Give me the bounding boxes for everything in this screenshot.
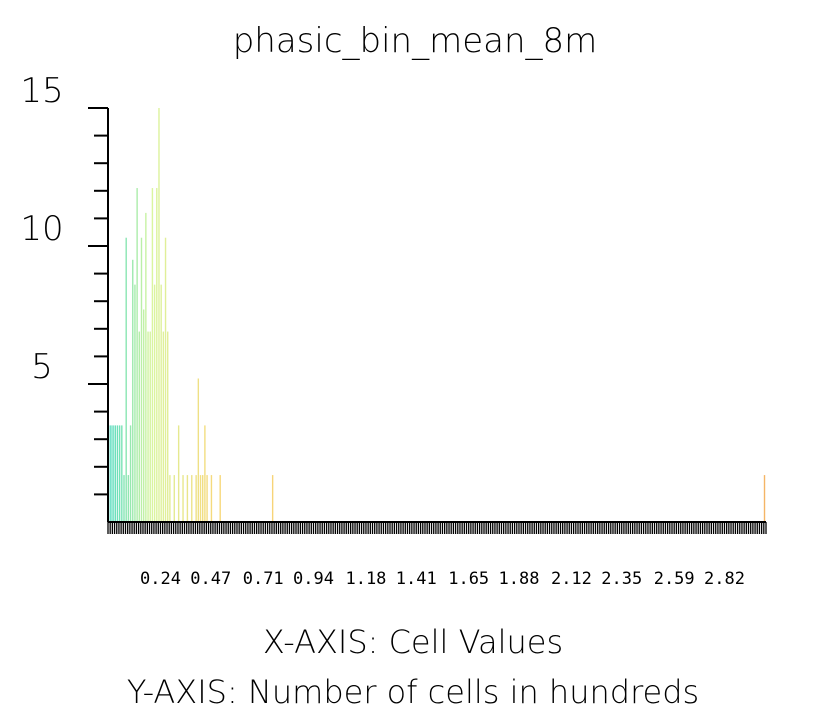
histogram-bar [129,425,132,522]
histogram-bar [164,237,167,522]
histogram-bar [763,475,766,522]
histogram-bar [114,425,116,522]
histogram-bar [182,475,184,522]
histogram-bar [118,425,121,522]
histogram-bar [219,475,221,522]
x-tick-label: 2.82 [704,569,745,589]
histogram-bar [167,331,169,522]
histogram-bar [160,284,162,522]
histogram-bar [158,108,160,522]
x-axis-caption: X-AXIS: Cell Values [263,623,563,661]
histogram-bar [127,475,130,522]
histogram-bar [186,475,189,522]
y-tick-label: 10 [20,209,63,249]
x-tick-label: 1.18 [345,569,386,589]
histogram-bar [153,284,156,522]
histogram-bar [142,309,145,522]
x-axis [107,521,767,534]
x-tick-label: 1.65 [448,569,489,589]
histogram-bar [210,475,213,522]
histogram-bar [112,425,114,522]
histogram-bar [151,188,154,523]
y-tick-labels: 15 10 5 [20,71,63,387]
histogram-bar [191,475,193,522]
x-tick-label: 1.41 [396,569,437,589]
histogram-bar [138,331,140,522]
x-tick-label: 0.71 [243,569,284,589]
histogram-bar [156,188,158,523]
chart-title: phasic_bin_mean_8m [233,21,598,61]
histogram-bar [149,331,151,522]
x-tick-label: 0.94 [293,569,334,589]
histogram-bar [134,284,136,522]
histogram-bar [195,475,197,522]
histogram-bar [140,237,143,522]
histogram-bar [147,331,149,522]
histogram-bar [110,425,112,522]
x-tick-labels: 0.24 0.47 0.71 0.94 1.18 1.41 1.65 1.88 2.12 2.35… [140,569,745,589]
y-axis-caption: Y-AXIS: Number of cells in hundreds [127,673,699,711]
histogram-bar [271,475,274,522]
histogram-bar [177,425,180,522]
histogram-bar [206,475,208,522]
bars-group [108,108,766,523]
y-axis [88,107,109,522]
histogram-bar [162,331,165,522]
x-tick-label: 0.47 [190,569,231,589]
x-tick-label: 2.12 [551,569,592,589]
x-tick-label: 1.88 [499,569,540,589]
x-tick-label: 0.24 [140,569,181,589]
histogram-bar [116,425,119,522]
histogram-bar [199,475,202,522]
histogram-bar [132,259,134,522]
y-tick-label: 15 [20,71,63,111]
x-tick-label: 2.59 [654,569,695,589]
histogram-bar [169,475,171,522]
histogram-bar [145,212,147,522]
histogram-bar [204,425,206,522]
y-tick-label: 5 [31,347,53,387]
x-tick-label: 2.35 [601,569,642,589]
histogram-bar [197,378,200,522]
histogram-bar [173,475,175,522]
histogram-bar [123,475,125,522]
histogram-bar [121,425,123,522]
histogram-bar [136,188,138,523]
histogram-bar [125,237,127,522]
histogram-bar [202,475,204,522]
